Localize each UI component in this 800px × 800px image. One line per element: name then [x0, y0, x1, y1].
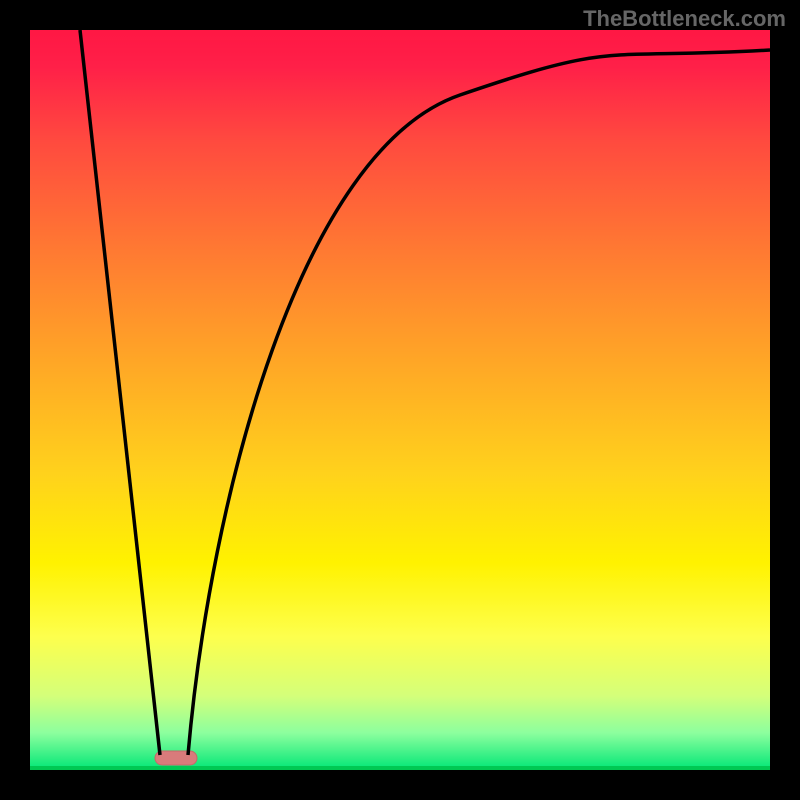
- watermark-text: TheBottleneck.com: [583, 6, 786, 32]
- plot-background: [30, 30, 770, 770]
- chart-canvas: [0, 0, 800, 800]
- bottleneck-chart: TheBottleneck.com: [0, 0, 800, 800]
